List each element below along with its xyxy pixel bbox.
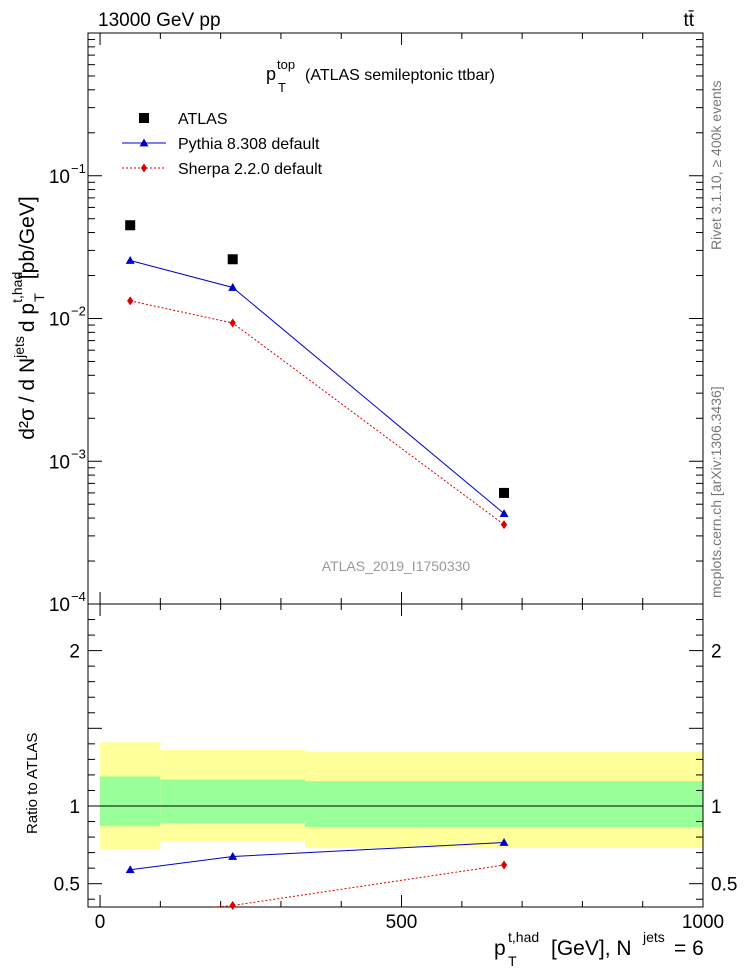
sherpa-2-2-0-default-ratio-line xyxy=(211,864,505,907)
legend-marker-sherpa-2-2-0-default xyxy=(140,163,148,173)
ratio-band-inner xyxy=(160,779,306,824)
legend-label-atlas: ATLAS xyxy=(178,111,228,128)
plot-title: p top T (ATLAS semileptonic ttbar) xyxy=(266,57,495,95)
title-symbol: p xyxy=(266,64,276,84)
y-tick-label: 10 xyxy=(49,595,70,616)
xlabel-njets-value: = 6 xyxy=(674,937,704,960)
pythia-8-308-default-ratio-point xyxy=(228,852,238,860)
sherpa-2-2-0-default-point xyxy=(500,520,508,530)
xlabel-njets-sup: jets xyxy=(642,929,665,945)
ratio-tick-label-right: 2 xyxy=(711,642,722,663)
ylabel-jets-sup: jets xyxy=(11,336,27,359)
ylabel-sub: T xyxy=(31,293,47,302)
xlabel-symbol: p xyxy=(494,937,506,960)
sherpa-2-2-0-default-point xyxy=(229,318,236,328)
x-tick-label: 0 xyxy=(95,912,106,933)
process-label: tt̄ xyxy=(683,10,694,31)
series-markers xyxy=(125,220,510,910)
ylabel-dp: d p xyxy=(16,303,39,332)
atlas-point xyxy=(125,220,136,231)
xlabel-sup: t,had xyxy=(508,929,539,945)
y-tick-exponent: −3 xyxy=(71,446,86,461)
ylabel-unit: [pb/GeV] xyxy=(16,196,39,279)
pythia-8-308-default-line xyxy=(130,259,505,514)
atlas-point xyxy=(499,487,510,498)
ratio-tick-label-right: 0.5 xyxy=(711,875,737,896)
title-sup: top xyxy=(277,57,295,72)
legend: ATLAS Pythia 8.308 default Sherpa 2.2.0 de… xyxy=(122,111,323,178)
title-text: (ATLAS semileptonic ttbar) xyxy=(305,67,495,84)
analysis-label: ATLAS_2019_I1750330 xyxy=(322,558,471,574)
y-axis-label: d²σ / d Njets d pt,had T [pb/GeV] xyxy=(9,196,47,439)
sherpa-2-2-0-default-point xyxy=(127,296,134,306)
legend-marker-atlas xyxy=(139,113,149,123)
y-tick-exponent: −2 xyxy=(71,304,86,319)
y-tick-label: 10 xyxy=(49,452,70,473)
rivet-label: Rivet 3.1.10, ≥ 400k events xyxy=(708,80,724,250)
x-tick-label: 1000 xyxy=(682,912,724,933)
ratio-band-inner xyxy=(100,776,161,827)
xlabel-text: [GeV], N xyxy=(551,937,632,960)
ratio-panel-frame xyxy=(87,603,704,908)
pythia-8-308-default-ratio-point xyxy=(499,838,509,846)
title-sub: T xyxy=(278,80,286,95)
ratio-band-inner xyxy=(305,781,703,827)
ratio-tick-label: 2 xyxy=(69,642,80,663)
pythia-8-308-default-point xyxy=(499,509,509,517)
legend-label-pythia-8-308-default: Pythia 8.308 default xyxy=(178,136,320,153)
ratio-tick-label-right: 1 xyxy=(711,797,722,818)
mcplots-label: mcplots.cern.ch [arXiv:1306.3436] xyxy=(708,386,724,598)
pythia-8-308-default-point xyxy=(125,255,135,264)
axis-ticks xyxy=(88,33,704,907)
ratio-tick-label: 1 xyxy=(69,797,80,818)
y-tick-exponent: −4 xyxy=(71,589,86,604)
legend-label-sherpa-2-2-0-default: Sherpa 2.2.0 default xyxy=(178,161,323,178)
pythia-8-308-default-ratio-point xyxy=(125,865,135,874)
y-tick-exponent: −1 xyxy=(71,161,86,176)
ratio-y-label: Ratio to ATLAS xyxy=(24,733,41,834)
x-axis-label: p t,had T [GeV], N jets = 6 xyxy=(494,929,704,969)
y-tick-label: 10 xyxy=(49,310,70,331)
y-tick-label: 10 xyxy=(49,167,70,188)
atlas-point xyxy=(227,254,238,265)
x-tick-label: 500 xyxy=(386,912,418,933)
pythia-8-308-default-point xyxy=(228,282,238,291)
ylabel-sup: t,had xyxy=(9,272,25,303)
ratio-bands xyxy=(100,742,703,850)
sherpa-2-2-0-default-ratio-point xyxy=(500,860,508,870)
ylabel-main: d²σ / d N xyxy=(16,358,39,440)
legend-marker-pythia-8-308-default xyxy=(139,138,149,147)
sherpa-2-2-0-default-ratio-point xyxy=(229,900,236,910)
energy-label: 13000 GeV pp xyxy=(98,10,221,31)
sherpa-2-2-0-default-line xyxy=(130,300,505,525)
ratio-tick-label: 0.5 xyxy=(54,875,80,896)
xlabel-sub: T xyxy=(508,953,517,969)
